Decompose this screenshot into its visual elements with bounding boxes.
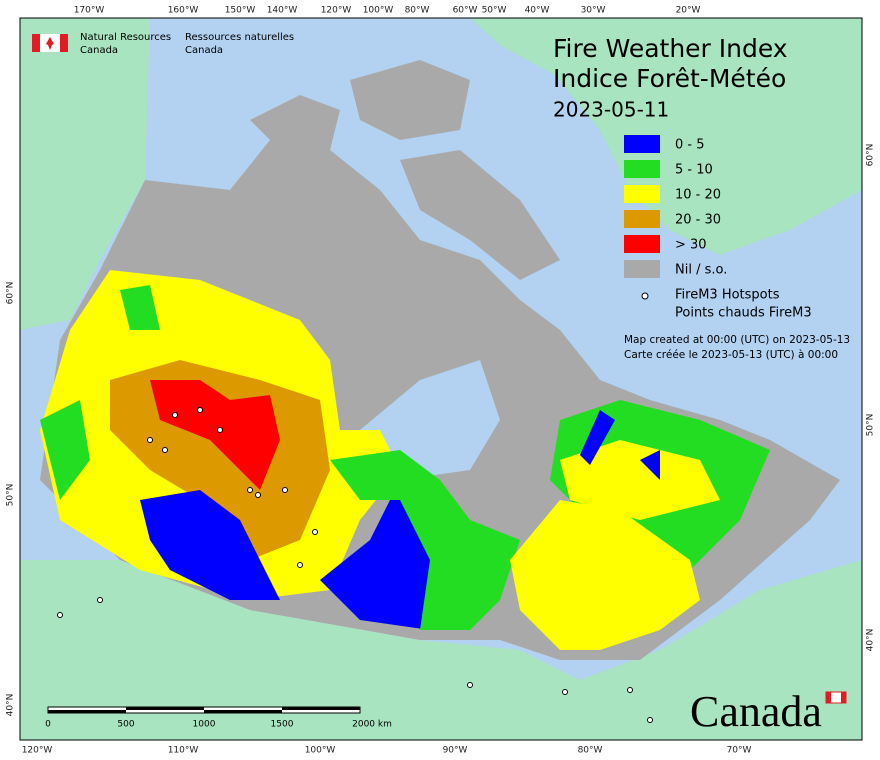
title: Fire Weather Index bbox=[553, 34, 788, 63]
longitude-label: 40°W bbox=[525, 6, 550, 16]
scale-label: 0 bbox=[45, 720, 51, 730]
scale-label: 2000 km bbox=[352, 720, 392, 730]
nrcan-signature: Natural Resources Canada Ressources natu… bbox=[32, 32, 294, 56]
longitude-label: 60°W bbox=[453, 6, 478, 16]
fwi-blue bbox=[140, 490, 450, 630]
legend-swatch bbox=[624, 235, 660, 253]
agency-en: Natural Resources bbox=[80, 32, 171, 43]
latitude-label: 40°N bbox=[6, 694, 16, 717]
longitude-label: 100°W bbox=[363, 6, 394, 16]
hotspots bbox=[57, 407, 653, 723]
legend-swatch bbox=[624, 160, 660, 178]
canada-wordmark: Canada bbox=[690, 687, 847, 736]
legend-label: 10 - 20 bbox=[675, 188, 721, 203]
note: Carte créée le 2023-05-13 (UTC) à 00:00 bbox=[624, 349, 838, 361]
agency-fr: Canada bbox=[185, 45, 223, 56]
latitude-label: 60°N bbox=[6, 282, 16, 305]
latitude-label: 50°N bbox=[6, 484, 16, 507]
longitude-label: 160°W bbox=[168, 6, 199, 16]
scale-label: 1000 bbox=[193, 720, 216, 730]
date: 2023-05-11 bbox=[553, 98, 669, 122]
fwi-east-blue bbox=[580, 410, 660, 480]
wordmark: Canada bbox=[690, 687, 822, 736]
longitude-label: 150°W bbox=[225, 6, 256, 16]
longitude-label: 90°W bbox=[443, 746, 468, 756]
longitude-label: 100°W bbox=[305, 746, 336, 756]
scale-label: 500 bbox=[117, 720, 134, 730]
latitude-label: 60°N bbox=[866, 144, 876, 167]
legend-label: Nil / s.o. bbox=[675, 263, 727, 278]
agency-en: Canada bbox=[80, 45, 118, 56]
legend: 0 - 5 5 - 10 10 - 20 20 - 30 > 30 Nil / s.o. bbox=[624, 135, 727, 278]
longitude-label: 120°W bbox=[321, 6, 352, 16]
longitude-label: 20°W bbox=[676, 6, 701, 16]
latitude-label: 40°N bbox=[866, 629, 876, 652]
longitude-label: 70°W bbox=[727, 746, 752, 756]
longitude-label: 140°W bbox=[267, 6, 298, 16]
greenland bbox=[470, 18, 862, 255]
united-states bbox=[20, 560, 862, 740]
legend-label: 0 - 5 bbox=[675, 138, 705, 153]
note: Map created at 00:00 (UTC) on 2023-05-13 bbox=[624, 334, 850, 346]
scale-label: 1500 bbox=[271, 720, 294, 730]
legend-swatch bbox=[624, 260, 660, 278]
legend-swatch bbox=[624, 210, 660, 228]
arctic-islands bbox=[250, 60, 560, 280]
legend-swatch bbox=[624, 135, 660, 153]
longitude-label: 170°W bbox=[74, 6, 105, 16]
legend-label: 5 - 10 bbox=[675, 163, 713, 178]
longitude-label: 80°W bbox=[405, 6, 430, 16]
longitude-label: 110°W bbox=[168, 746, 199, 756]
fwi-red bbox=[150, 380, 280, 490]
title: Indice Forêt-Météo bbox=[553, 64, 786, 93]
longitude-label: 50°W bbox=[482, 6, 507, 16]
hotspot-symbol bbox=[641, 292, 649, 300]
hudson-bay bbox=[360, 360, 500, 480]
legend-label: > 30 bbox=[675, 238, 707, 253]
legend-label: FireM3 Hotspots bbox=[675, 288, 780, 303]
fwi-green bbox=[40, 285, 770, 630]
scale-bar bbox=[47, 706, 361, 714]
alaska bbox=[20, 18, 150, 330]
latitude-label: 50°N bbox=[866, 414, 876, 437]
map-frame bbox=[19, 17, 863, 741]
longitude-label: 80°W bbox=[578, 746, 603, 756]
fwi-east-yellow bbox=[510, 440, 720, 650]
legend-swatch bbox=[624, 185, 660, 203]
legend-label: 20 - 30 bbox=[675, 213, 721, 228]
map-body bbox=[20, 18, 862, 740]
longitude-label: 30°W bbox=[581, 6, 606, 16]
agency-fr: Ressources naturelles bbox=[185, 32, 294, 43]
graticule-labels: 170°W 160°W 150°W 140°W 120°W 100°W 80°W 60°W 50… bbox=[6, 6, 876, 756]
legend-label: Points chauds FireM3 bbox=[675, 306, 812, 321]
longitude-label: 120°W bbox=[22, 746, 53, 756]
